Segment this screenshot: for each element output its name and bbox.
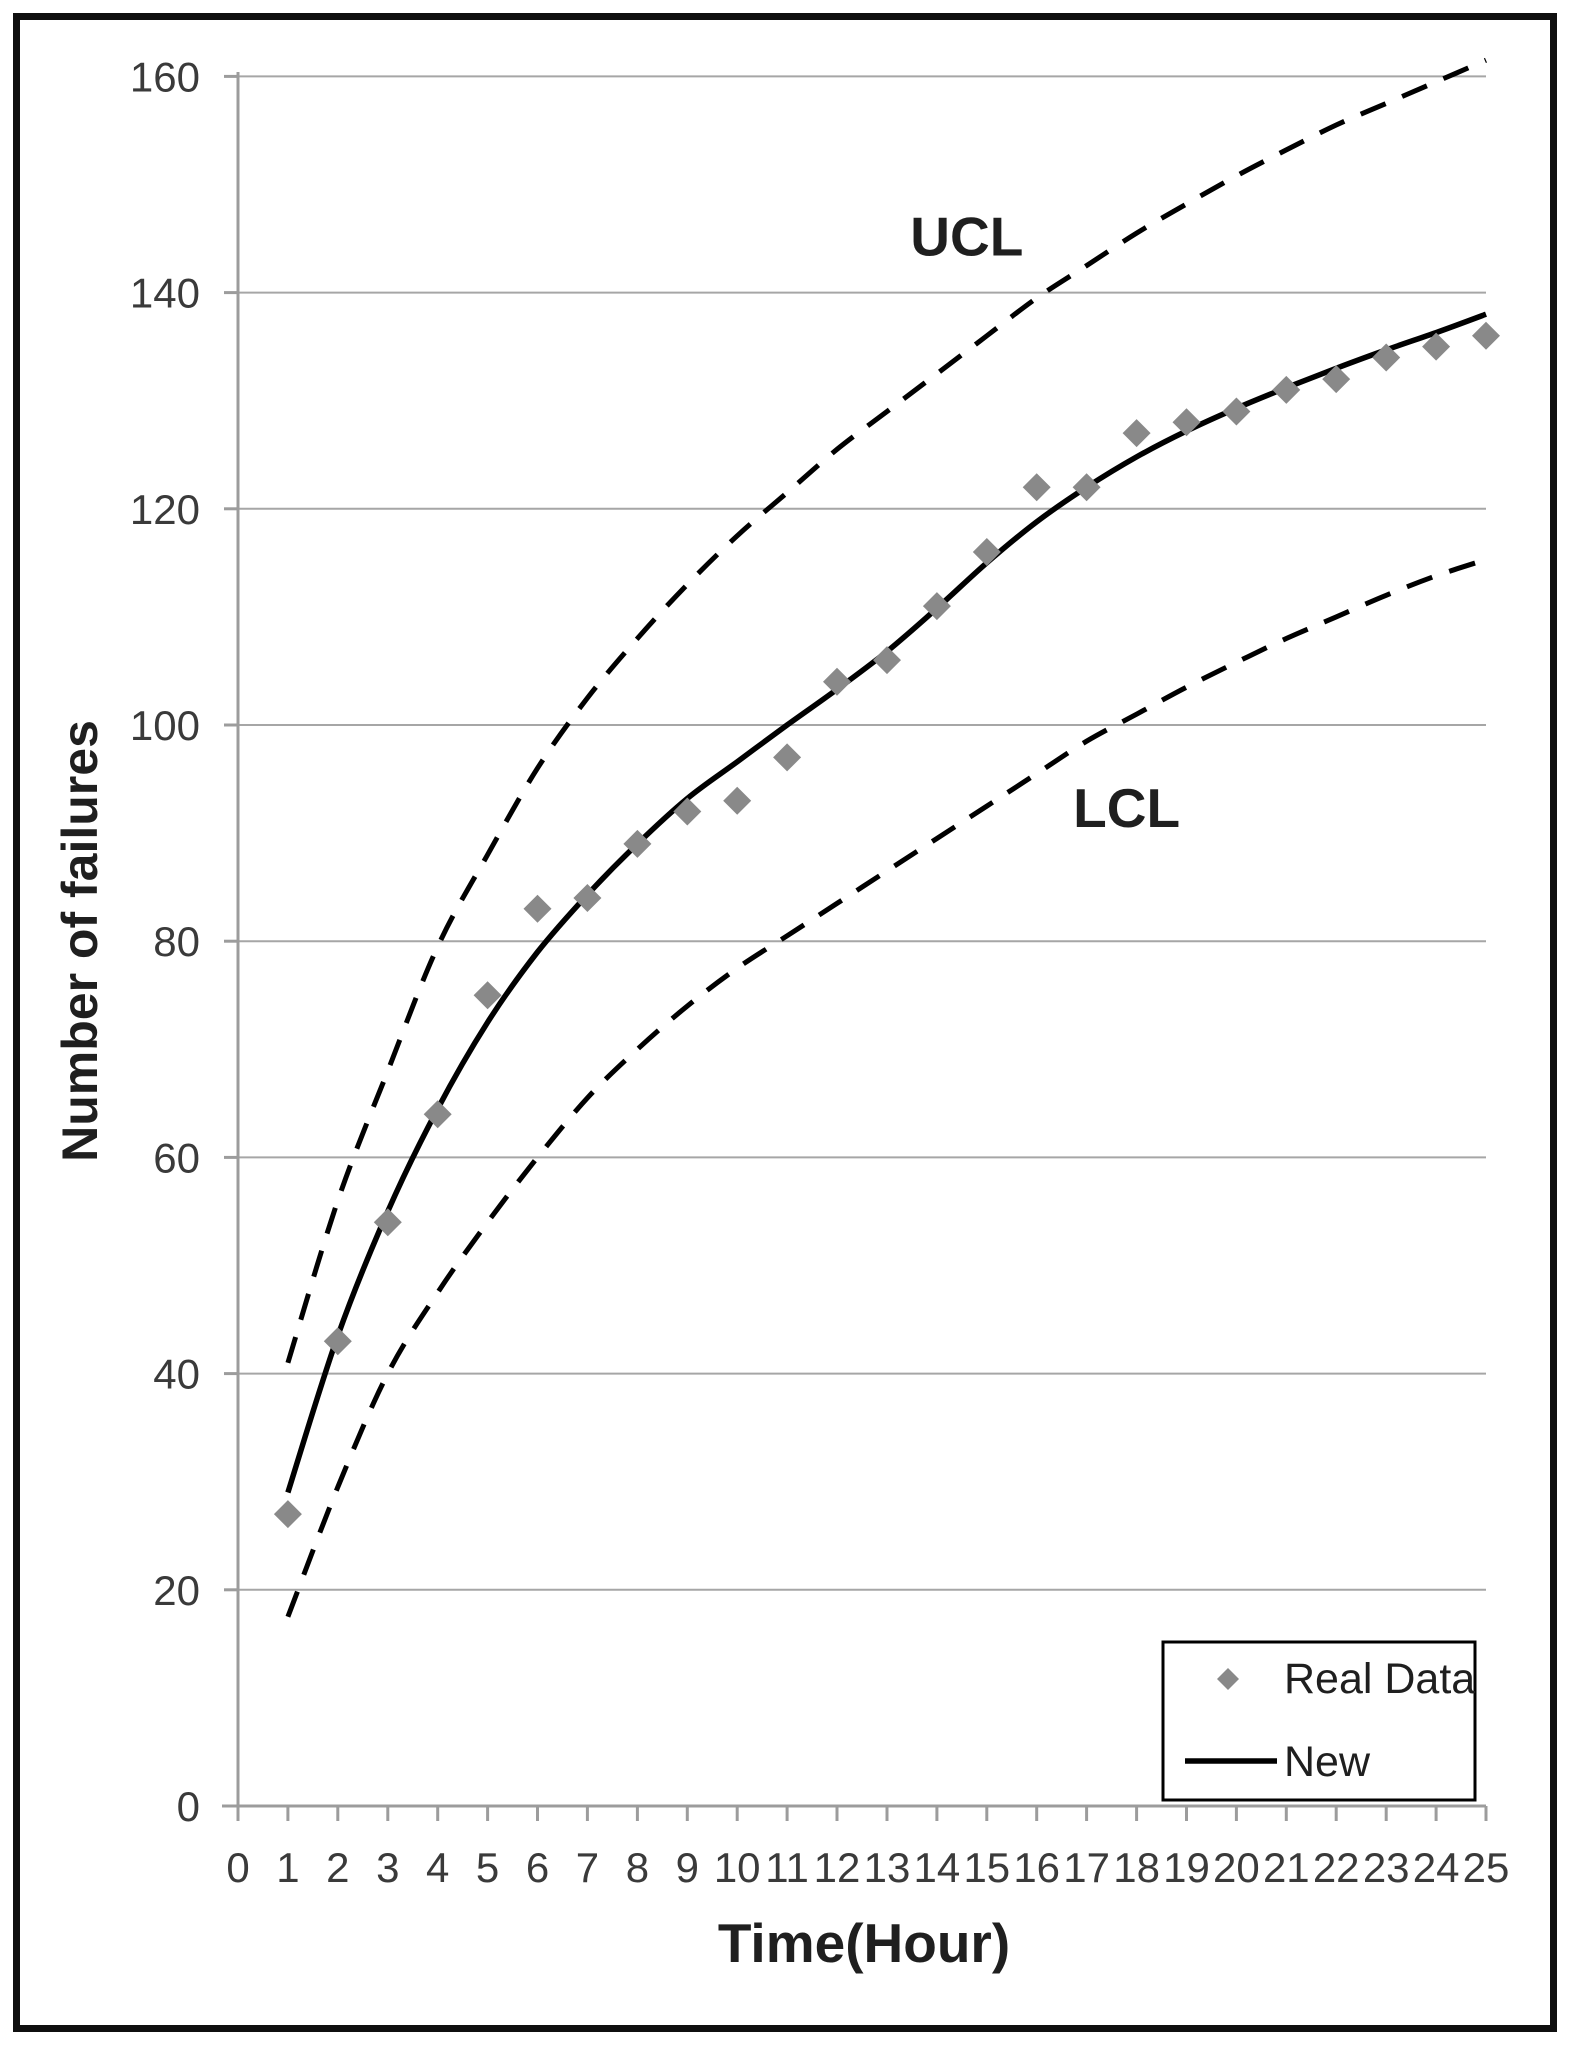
data-point-diamond-23 bbox=[1372, 343, 1401, 372]
y-tick-label-100: 100 bbox=[130, 702, 200, 749]
data-point-diamond-5 bbox=[473, 981, 502, 1010]
ucl-label: UCL bbox=[910, 205, 1023, 267]
x-tick-label-21: 21 bbox=[1263, 1844, 1310, 1891]
legend-frame bbox=[1161, 1640, 1477, 1802]
x-tick-label-14: 14 bbox=[914, 1844, 961, 1891]
x-tick-label-20: 20 bbox=[1213, 1844, 1260, 1891]
x-tick-label-13: 13 bbox=[864, 1844, 911, 1891]
x-tick-label-1: 1 bbox=[276, 1844, 299, 1891]
legend: Real Data New bbox=[1161, 1640, 1477, 1802]
y-tick-label-20: 20 bbox=[153, 1567, 200, 1614]
data-point-diamond-19 bbox=[1172, 408, 1201, 437]
data-point-diamond-22 bbox=[1322, 365, 1351, 394]
data-point-diamond-20 bbox=[1222, 397, 1251, 426]
x-tick-label-7: 7 bbox=[576, 1844, 599, 1891]
data-point-diamond-4 bbox=[423, 1100, 452, 1129]
x-tick-label-19: 19 bbox=[1163, 1844, 1210, 1891]
x-tick-label-2: 2 bbox=[326, 1844, 349, 1891]
data-point-diamond-3 bbox=[373, 1208, 402, 1237]
x-tick-label-3: 3 bbox=[376, 1844, 399, 1891]
x-tick-label-8: 8 bbox=[626, 1844, 649, 1891]
data-point-diamond-25 bbox=[1472, 321, 1500, 350]
figure-frame bbox=[13, 13, 1557, 2032]
x-tick-label-15: 15 bbox=[963, 1844, 1010, 1891]
x-tick-label-16: 16 bbox=[1013, 1844, 1060, 1891]
y-tick-label-160: 160 bbox=[130, 53, 200, 100]
x-tick-label-18: 18 bbox=[1113, 1844, 1160, 1891]
y-tick-label-120: 120 bbox=[130, 486, 200, 533]
y-tick-label-40: 40 bbox=[153, 1351, 200, 1398]
series bbox=[273, 57, 1500, 1618]
x-tick-label-23: 23 bbox=[1363, 1844, 1410, 1891]
data-point-diamond-7 bbox=[573, 884, 602, 912]
lcl-label: LCL bbox=[1073, 777, 1180, 839]
data-point-diamond-24 bbox=[1422, 332, 1451, 361]
x-tick-label-22: 22 bbox=[1313, 1844, 1360, 1891]
series-line-ucl bbox=[285, 57, 1487, 1364]
x-tick-label-24: 24 bbox=[1413, 1844, 1460, 1891]
data-point-diamond-15 bbox=[972, 538, 1001, 566]
data-point-diamond-13 bbox=[873, 646, 901, 675]
x-tick-label-10: 10 bbox=[714, 1844, 761, 1891]
gridlines bbox=[238, 75, 1486, 1591]
y-tick-label-140: 140 bbox=[130, 270, 200, 317]
data-point-diamond-6 bbox=[523, 894, 552, 923]
x-tick-label-5: 5 bbox=[476, 1844, 499, 1891]
x-tick-label-11: 11 bbox=[765, 1844, 809, 1891]
x-tick-label-4: 4 bbox=[426, 1844, 449, 1891]
data-point-diamond-8 bbox=[623, 829, 652, 858]
data-point-diamond-2 bbox=[323, 1327, 352, 1356]
x-tick-label-25: 25 bbox=[1463, 1844, 1510, 1891]
y-axis-title: Number of failures bbox=[52, 720, 108, 1162]
data-point-diamond-16 bbox=[1022, 473, 1051, 502]
y-tick-label-0: 0 bbox=[177, 1783, 200, 1830]
data-point-diamond-10 bbox=[723, 786, 752, 815]
data-point-diamond-9 bbox=[673, 797, 702, 826]
data-point-diamond-18 bbox=[1122, 419, 1151, 448]
legend-label-new: New bbox=[1284, 1738, 1371, 1786]
data-point-diamond-14 bbox=[922, 592, 951, 621]
x-tick-label-6: 6 bbox=[526, 1844, 549, 1891]
x-tick-label-9: 9 bbox=[676, 1844, 699, 1891]
data-point-diamond-21 bbox=[1272, 375, 1301, 404]
data-point-diamond-12 bbox=[823, 667, 851, 696]
data-point-diamond-17 bbox=[1072, 473, 1101, 502]
x-tick-label-0: 0 bbox=[226, 1844, 249, 1891]
y-tick-label-60: 60 bbox=[153, 1134, 200, 1181]
series-line-new bbox=[285, 311, 1487, 1494]
series-line-lcl bbox=[285, 557, 1487, 1618]
legend-diamond-icon bbox=[1217, 1668, 1239, 1690]
y-tick-label-80: 80 bbox=[153, 918, 200, 965]
data-point-diamond-11 bbox=[773, 743, 802, 772]
annotations: UCL LCL bbox=[910, 205, 1180, 839]
legend-label-real-data: Real Data bbox=[1284, 1655, 1475, 1703]
axes bbox=[222, 72, 1488, 1821]
data-point-diamond-1 bbox=[273, 1500, 302, 1529]
x-tick-label-17: 17 bbox=[1063, 1844, 1110, 1891]
x-tick-label-12: 12 bbox=[814, 1844, 861, 1891]
x-axis-title: Time(Hour) bbox=[718, 1912, 1010, 1974]
